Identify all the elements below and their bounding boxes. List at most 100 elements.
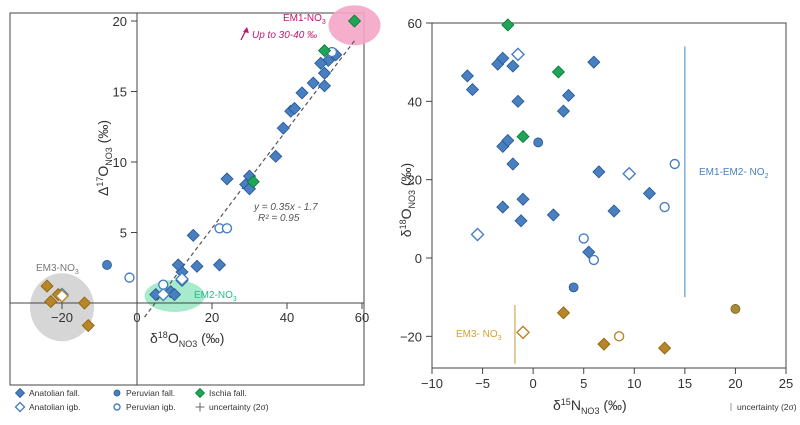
legend-marker-icon [195,402,205,412]
legend-item: Peruvian igb. [113,402,176,412]
em12-label-sub: 2 [765,173,769,180]
right-point-anatolian-fall [587,55,601,69]
left-chart: −20 0 20 40 60 5 10 15 20 y = 0.35x - 1.7 R² = 0… [9,5,381,386]
left-point-ischia-fall [317,44,332,58]
right-y-axis-label: δ18ONO3 (‰) [398,163,417,237]
left-x-tick-label: 0 [133,310,140,325]
em1-label-sub: 3 [322,19,326,26]
right-x-axis-label-main: N [571,397,581,413]
legend-marker-icon [194,387,206,399]
legend-marker-icon [14,401,26,413]
left-y-axis-label-unit: (‰) [95,120,111,147]
legend-marker-icon [14,387,26,399]
right-y-tick-label: 40 [408,94,422,109]
em1-label: EM1-NO3 [283,13,326,26]
left-point-anatolian-fall [167,287,182,302]
right-chart: −10 −5 0 5 10 15 20 25 −20 0 20 40 60 EM1-EM2- NO2 E… [398,16,797,416]
uncertainty-right-label: uncertainty (2σ) [737,402,797,412]
legend-item: Ischia fall. [194,387,247,399]
left-x-axis-label-sub: NO3 [179,339,198,349]
right-point-anatolian-fall [460,69,474,83]
right-point-em3-open [516,325,531,340]
legend-item: uncertainty (2σ) [195,402,269,412]
left-plot-frame [9,12,365,386]
left-point-peruvian-fall [102,260,112,270]
right-point-em3 [658,341,672,355]
em3-label: EM3-NO3 [36,263,79,276]
right-point-anatolian-fall [465,83,480,97]
right-point-em3 [597,337,611,351]
em3-label-text: EM3-NO [36,263,75,274]
right-point-anatolian-igb [622,166,637,181]
right-y-axis-label-sub: NO3 [407,190,417,209]
right-point-anatolian-fall [511,94,525,108]
left-point-anatolian-fall [317,66,332,80]
left-point-ischia-fall [347,14,362,28]
right-point-anatolian-igb [510,47,525,62]
left-point-peruvian-igb [124,272,135,283]
left-point-anatolian-fall [269,149,283,163]
em2-label-text: EM2-NO [194,290,233,301]
em2-label: EM2-NO3 [194,290,237,303]
legend-item: Anatolian fall. [14,387,80,399]
right-point-ischia-fall [516,130,530,144]
right-x-axis-label-text: δ [553,397,561,413]
right-y-tick-label: 60 [408,16,422,31]
right-x-tick-label: 10 [627,376,641,391]
left-y-tick-label: 5 [120,226,127,241]
em3-right-label: EM3- NO3 [456,329,502,342]
left-x-tick-label: 60 [355,310,369,325]
right-point-anatolian-fall [582,245,596,259]
right-y-tick-label: 20 [408,173,422,188]
left-point-anatolian-fall [306,76,320,90]
right-point-anatolian-fall [561,88,576,103]
left-point-em3-open [55,288,69,303]
right-x-axis-label-sup: 15 [561,397,571,407]
up-to-arrow-icon [240,27,249,41]
right-point-anatolian-fall [516,192,530,206]
left-point-anatolian-fall [295,86,309,100]
right-x-axis-label-sub: NO3 [581,406,600,416]
right-y-axis-label-unit: (‰) [398,163,414,190]
left-x-axis-label-main: O [168,330,179,346]
right-y-axis-label-main: O [398,208,414,219]
legend-label: Anatolian fall. [29,388,80,398]
regression-equation: y = 0.35x - 1.7 [253,202,318,213]
left-point-anatolian-igb [156,287,171,302]
right-x-axis-label: δ15NNO3 (‰) [553,397,627,416]
left-point-em3 [40,279,54,293]
left-point-ischia-fall [246,175,260,189]
right-point-ischia-fall [501,18,515,32]
legend-label: Ischia fall. [209,388,247,398]
left-y-tick-label: 10 [113,155,127,170]
legend-label: uncertainty (2σ) [209,402,269,412]
right-x-tick-label: −10 [421,376,443,391]
left-y-axis-label-sub: NO3 [104,147,114,166]
right-plot-frame [431,22,787,369]
left-x-axis-label-sup: 18 [158,330,168,340]
legend-label: Peruvian fall. [126,388,175,398]
right-x-tick-label: 15 [678,376,692,391]
right-point-peruvian-fall [568,282,579,293]
legend-item: Anatolian igb. [14,401,81,413]
em1-label-text: EM1-NO [283,13,322,24]
left-point-anatolian-fall [190,259,204,273]
right-point-anatolian-fall [506,157,520,171]
right-point-anatolian-fall [642,186,657,200]
left-x-axis-label-unit: (‰) [197,330,224,346]
left-point-anatolian-igb [175,272,189,287]
left-point-peruvian-igb [221,223,233,234]
right-y-axis-label-text: δ [398,229,414,237]
left-point-anatolian-fall [314,56,328,70]
left-x-axis-label-text: δ [150,330,158,346]
regression-r2: R² = 0.95 [258,213,300,224]
em3-right-label-text: EM3- NO [456,329,498,340]
left-point-anatolian-fall [287,101,302,115]
right-point-anatolian-fall [501,133,515,148]
right-point-anatolian-fall [607,204,621,218]
left-x-axis-label: δ18ONO3 (‰) [150,330,224,349]
left-point-em3 [44,295,58,309]
left-point-anatolian-fall [186,228,200,242]
right-y-axis-label-sup: 18 [398,219,408,229]
